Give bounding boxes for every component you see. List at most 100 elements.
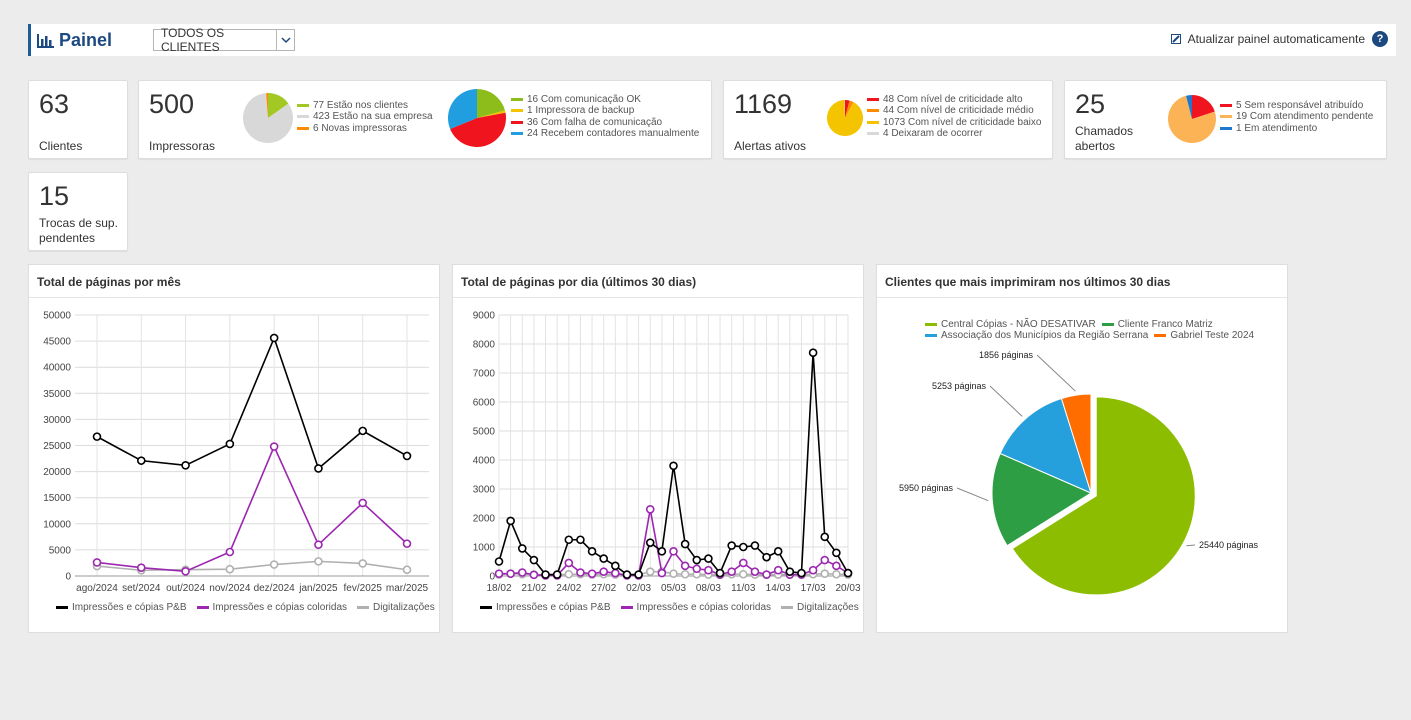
legend-item: 77 Estão nos clientes	[297, 100, 433, 111]
data-point	[808, 348, 818, 357]
checkbox-icon[interactable]	[1170, 34, 1181, 44]
kpi-value: 1169	[734, 89, 793, 119]
kpi-value: 63	[39, 89, 70, 119]
y-tick-label: 35000	[43, 389, 71, 400]
legend-item: Impressões e cópias P&B	[480, 602, 611, 613]
x-tick-label: jan/2025	[298, 583, 338, 594]
series-line	[494, 348, 853, 579]
bar-chart-icon	[37, 33, 54, 48]
legend-item: Impressões e cópias coloridas	[196, 602, 347, 613]
kpi-card-chamados[interactable]: 25 Chamados abertos 5 Sem responsável at…	[1064, 80, 1387, 159]
pie-slice	[845, 100, 854, 118]
kpi-value: 500	[149, 89, 195, 119]
help-icon[interactable]: ?	[1372, 31, 1388, 47]
kpi-value: 15	[39, 181, 70, 211]
legend-item: Associação dos Municípios da Região Serr…	[925, 330, 1148, 341]
data-point	[587, 547, 597, 556]
data-point	[692, 564, 702, 574]
pie-slice	[477, 110, 506, 118]
y-tick-label: 40000	[43, 363, 71, 374]
data-point	[541, 570, 550, 579]
x-tick-label: 14/03	[766, 583, 791, 594]
auto-refresh-toggle[interactable]: Atualizar painel automaticamente ?	[1170, 31, 1388, 47]
pie-slice	[477, 89, 505, 118]
panel-title: Total de páginas por mês	[29, 265, 439, 298]
y-tick-label: 7000	[473, 369, 496, 380]
legend-item: 19 Com atendimento pendente	[1220, 111, 1373, 122]
monthly-legend: Impressões e cópias P&B Impressões e cóp…	[56, 602, 435, 613]
data-point	[738, 569, 748, 579]
x-tick-label: dez/2024	[254, 583, 296, 594]
pie-slice	[243, 93, 293, 143]
data-point	[832, 548, 841, 558]
daily-legend: Impressões e cópias P&B Impressões e cóp…	[480, 602, 859, 613]
y-tick-label: 8000	[473, 340, 496, 351]
data-point	[529, 570, 539, 580]
data-label: 5950 páginas	[899, 483, 954, 493]
data-point	[657, 547, 667, 556]
pie-slice	[1186, 95, 1192, 119]
page-title-text: Painel	[59, 30, 113, 50]
data-point	[704, 554, 713, 563]
x-tick-label: mar/2025	[386, 583, 429, 594]
alerts-legend: 48 Com nível de criticidade alto 44 Com …	[867, 94, 1041, 139]
legend-item: 48 Com nível de criticidade alto	[867, 94, 1041, 105]
data-point	[599, 554, 608, 563]
printer-communication-pie	[448, 89, 506, 147]
data-point	[314, 540, 323, 549]
x-tick-label: 05/03	[661, 583, 686, 594]
data-point	[634, 570, 643, 579]
y-tick-label: 30000	[43, 415, 71, 426]
data-point	[358, 498, 368, 508]
top-bar: Painel TODOS OS CLIENTES Atualizar paine…	[28, 24, 1396, 56]
data-point	[680, 539, 690, 549]
data-point	[727, 567, 736, 576]
legend-item: 423 Estão na sua empresa	[297, 111, 433, 122]
x-tick-label: fev/2025	[344, 583, 383, 594]
x-tick-label: 08/03	[696, 583, 721, 594]
data-point	[402, 451, 412, 461]
x-tick-label: 11/03	[731, 583, 756, 594]
data-point	[750, 567, 760, 576]
data-point	[738, 558, 748, 568]
kpi-label: Alertas ativos	[734, 139, 807, 153]
data-point	[576, 568, 585, 577]
pie-slice	[1011, 396, 1196, 596]
chevron-down-icon[interactable]	[276, 30, 294, 50]
data-point	[750, 541, 760, 550]
legend-item: Impressões e cópias coloridas	[620, 602, 771, 613]
y-tick-label: 25000	[43, 441, 71, 452]
kpi-card-clientes[interactable]: 63 Clientes	[28, 80, 128, 159]
kpi-card-alertas[interactable]: 1169 Alertas ativos 48 Com nível de crit…	[723, 80, 1053, 159]
monthly-pages-chart: 0 5000 10000 15000 20000 25000 30000 35000 40000…	[43, 311, 429, 594]
client-filter-value: TODOS OS CLIENTES	[161, 26, 225, 54]
kpi-card-impressoras[interactable]: 500 Impressoras 77 Estão nos clientes 42…	[138, 80, 712, 159]
pie-slice	[268, 93, 289, 118]
series-line	[92, 442, 412, 576]
data-point	[680, 561, 690, 571]
kpi-label: Chamados abertos	[1075, 124, 1134, 153]
data-point	[314, 557, 323, 566]
data-point	[225, 439, 235, 449]
grid	[498, 314, 849, 577]
data-point	[576, 535, 585, 545]
data-label: 5253 páginas	[932, 381, 987, 391]
kpi-card-trocas[interactable]: 15 Trocas de sup. pendentes	[28, 172, 128, 251]
pie-slice	[999, 397, 1092, 494]
y-tick-label: 15000	[43, 493, 71, 504]
y-tick-label: 4000	[473, 456, 496, 467]
client-filter-select[interactable]: TODOS OS CLIENTES	[153, 26, 295, 54]
data-point	[645, 505, 655, 514]
top-clients-legend: Central Cópias - NÃO DESATIVAR Cliente F…	[925, 319, 1265, 341]
page-title: Painel	[37, 30, 112, 51]
leader-line	[956, 487, 989, 502]
monthly-pages-panel: Total de páginas por mês 0 5000 10000 15000…	[28, 264, 440, 633]
data-label: 1856 páginas	[979, 350, 1034, 360]
legend-item: Central Cópias - NÃO DESATIVAR	[925, 319, 1096, 330]
data-point	[762, 552, 771, 562]
data-point	[564, 535, 574, 545]
data-point	[704, 565, 713, 575]
data-point	[494, 557, 504, 566]
data-point	[773, 565, 783, 575]
y-tick-label: 50000	[43, 311, 71, 322]
